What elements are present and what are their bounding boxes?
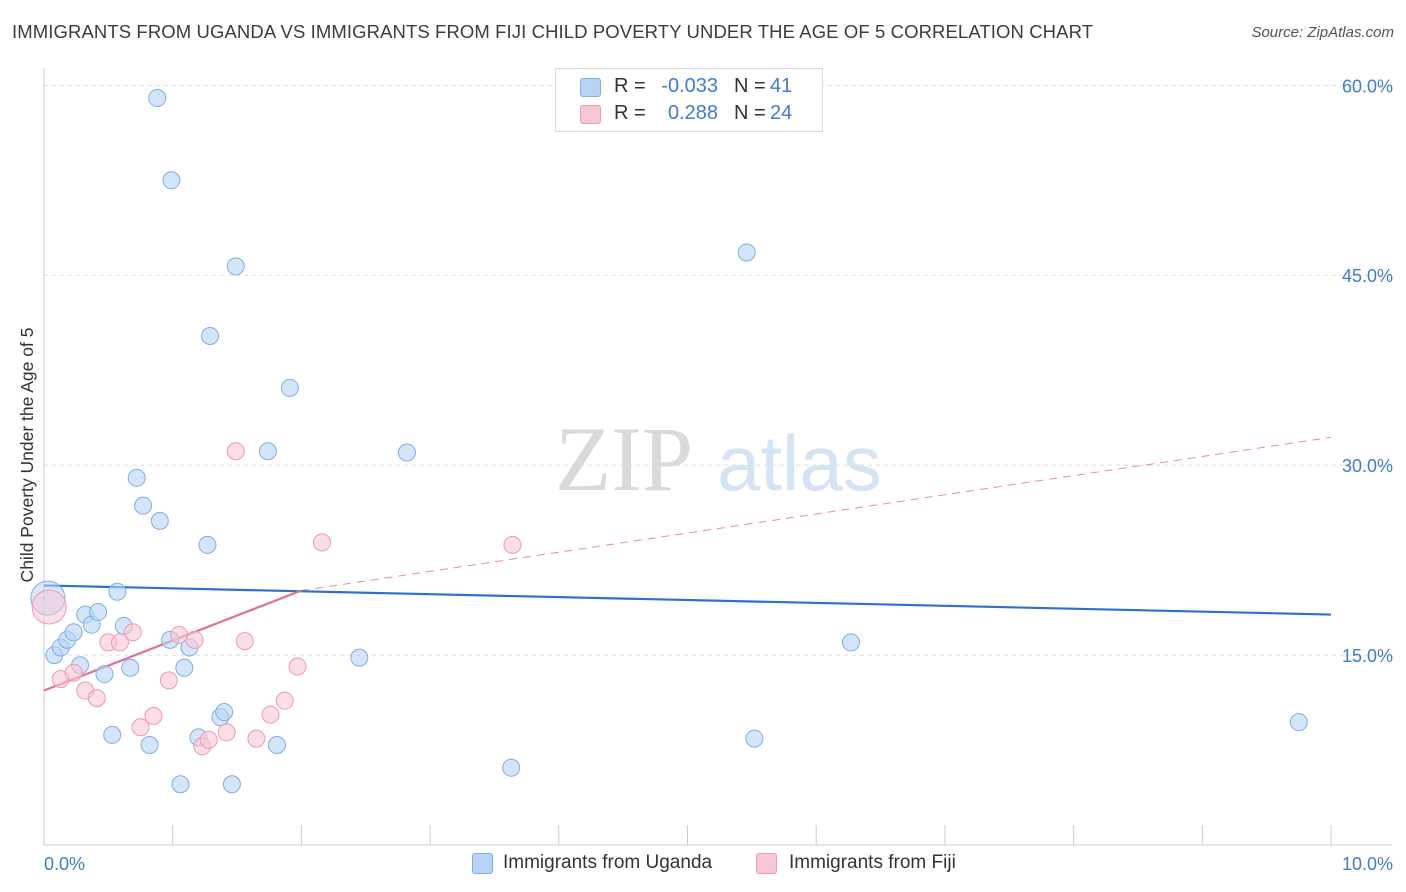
correlation-legend: R = -0.033 N = 41 R = 0.288 N = 24 xyxy=(555,68,823,132)
point-uganda xyxy=(103,725,122,744)
point-uganda xyxy=(175,658,194,677)
x-tick-label: 10.0% xyxy=(1342,854,1393,874)
point-fiji xyxy=(144,706,163,725)
legend-n-value-fiji: 24 xyxy=(770,102,793,124)
point-fiji xyxy=(159,671,178,690)
point-uganda xyxy=(397,443,416,462)
y-tick-label: 15.0% xyxy=(1342,646,1393,666)
point-uganda xyxy=(127,468,146,487)
point-uganda xyxy=(1289,713,1308,732)
x-tick-label: 0.0% xyxy=(44,854,85,874)
point-fiji xyxy=(261,705,280,724)
watermark-zip: ZIP xyxy=(555,408,693,510)
point-fiji xyxy=(110,633,129,652)
legend-swatch-uganda xyxy=(580,78,601,97)
legend-swatch-fiji xyxy=(580,105,601,124)
point-fiji xyxy=(217,723,236,742)
point-uganda xyxy=(350,648,369,667)
point-fiji xyxy=(87,689,106,708)
trend-line-fiji-extension xyxy=(301,436,1332,592)
legend-r-value-fiji: 0.288 xyxy=(667,102,718,124)
point-fiji xyxy=(235,632,254,651)
point-fiji xyxy=(247,729,266,748)
point-fiji xyxy=(275,691,294,710)
watermark-atlas: atlas xyxy=(717,419,882,507)
point-uganda xyxy=(89,603,108,622)
point-uganda xyxy=(280,378,299,397)
tick-labels: 15.0% 30.0% 45.0% 60.0% 0.0% 10.0% xyxy=(44,76,1393,874)
point-uganda xyxy=(502,758,521,777)
point-uganda xyxy=(215,703,234,722)
point-fiji xyxy=(64,663,83,682)
point-fiji xyxy=(288,657,307,676)
point-uganda xyxy=(162,171,181,190)
point-fiji xyxy=(185,630,204,649)
point-fiji xyxy=(312,533,331,552)
legend-n-value-uganda: 41 xyxy=(770,75,793,97)
point-fiji xyxy=(123,623,142,642)
point-uganda xyxy=(121,658,140,677)
point-uganda xyxy=(95,665,114,684)
point-uganda xyxy=(258,442,277,461)
point-fiji xyxy=(503,535,522,554)
legend-n-label: N = xyxy=(734,102,766,124)
point-fiji xyxy=(31,589,67,625)
trend-line-uganda xyxy=(43,584,1332,616)
point-fiji xyxy=(170,625,189,644)
chart-title: IMMIGRANTS FROM UGANDA VS IMMIGRANTS FRO… xyxy=(12,21,1094,42)
point-uganda xyxy=(140,735,159,754)
y-axis-label: Child Poverty Under the Age of 5 xyxy=(17,328,37,583)
point-uganda xyxy=(148,88,167,107)
legend-r-label: R = xyxy=(614,102,646,124)
series-legend-swatch-fiji xyxy=(756,853,777,874)
point-fiji xyxy=(226,442,245,461)
y-tick-label: 30.0% xyxy=(1342,456,1393,476)
legend-r-value-uganda: -0.033 xyxy=(661,75,718,97)
point-uganda xyxy=(64,623,83,642)
legend-r-label: R = xyxy=(614,75,646,97)
grid-lines xyxy=(44,84,1392,656)
point-uganda xyxy=(150,511,169,530)
point-uganda xyxy=(841,633,860,652)
point-uganda xyxy=(222,775,241,794)
point-uganda xyxy=(737,243,756,262)
point-uganda xyxy=(201,327,220,346)
point-uganda xyxy=(198,535,217,554)
point-uganda xyxy=(108,582,127,601)
series-legend-label-uganda: Immigrants from Uganda xyxy=(503,852,713,873)
point-fiji xyxy=(131,718,150,737)
legend-n-label: N = xyxy=(734,75,766,97)
series-legend-label-fiji: Immigrants from Fiji xyxy=(789,852,956,873)
point-uganda xyxy=(267,735,286,754)
legend-row-fiji: R = 0.288 N = 24 xyxy=(556,102,822,128)
axes xyxy=(43,68,1392,846)
point-uganda xyxy=(745,729,764,748)
series-legend-swatch-uganda xyxy=(472,853,493,874)
legend-row-uganda: R = -0.033 N = 41 xyxy=(556,75,822,101)
point-fiji xyxy=(199,730,218,749)
y-tick-label: 45.0% xyxy=(1342,266,1393,286)
point-uganda xyxy=(171,775,190,794)
point-uganda xyxy=(134,496,153,515)
watermark: ZIP atlas xyxy=(555,408,882,510)
data-points xyxy=(30,88,1308,794)
y-tick-label: 60.0% xyxy=(1342,76,1393,96)
source-label: Source: ZipAtlas.com xyxy=(1251,24,1394,41)
point-uganda xyxy=(226,257,245,276)
